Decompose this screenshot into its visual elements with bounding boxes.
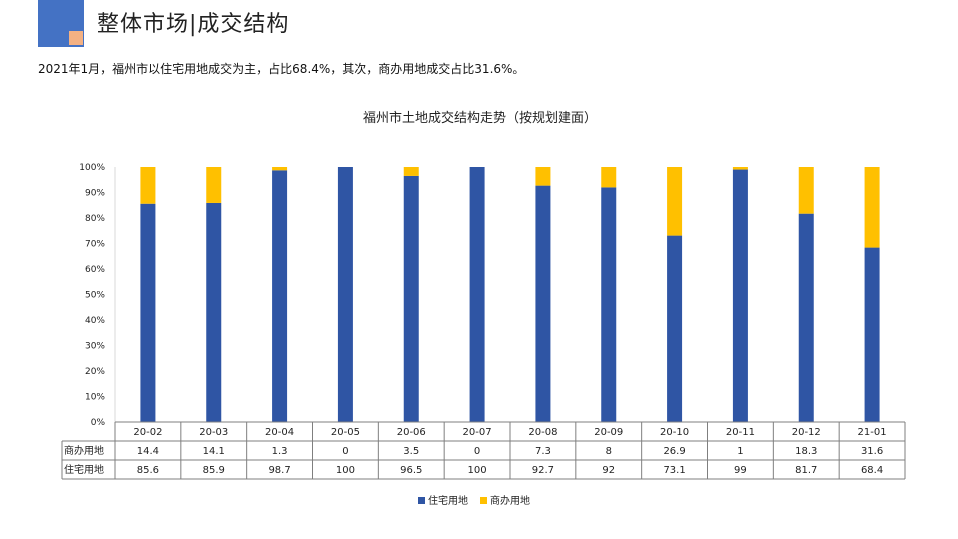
x-tick-label: 20-09	[594, 427, 623, 438]
bar-residential	[140, 203, 156, 422]
data-label: 7.3	[535, 446, 551, 457]
x-tick-label: 20-10	[660, 427, 689, 438]
data-label: 26.9	[663, 446, 685, 457]
x-tick-label: 20-05	[331, 427, 360, 438]
bar-residential	[206, 202, 222, 422]
legend-label: 住宅用地	[428, 494, 468, 507]
x-tick-label: 20-04	[265, 427, 294, 438]
summary-text: 2021年1月，福州市以住宅用地成交为主，占比68.4%，其次，商办用地成交占比…	[38, 62, 525, 76]
bar-residential	[732, 169, 748, 422]
bar-residential	[601, 187, 617, 422]
page-title: 整体市场|成交结构	[97, 12, 290, 37]
x-tick-label: 21-01	[858, 427, 887, 438]
bar-commercial	[667, 167, 683, 236]
data-label: 100	[336, 465, 355, 476]
data-label: 14.4	[137, 446, 159, 457]
bar-residential	[337, 167, 353, 422]
chart-title: 福州市土地成交结构走势（按规划建面）	[363, 110, 597, 126]
x-tick-label: 20-03	[199, 427, 228, 438]
data-label: 31.6	[861, 446, 883, 457]
bar-commercial	[403, 167, 419, 176]
bar-commercial	[798, 167, 814, 214]
bar-residential	[272, 170, 288, 422]
bar-residential	[798, 213, 814, 422]
legend-swatch	[418, 497, 425, 504]
y-tick-label: 60%	[85, 265, 105, 275]
data-label: 92	[602, 465, 615, 476]
y-tick-label: 90%	[85, 189, 105, 199]
y-tick-label: 30%	[85, 342, 105, 352]
data-label: 73.1	[663, 465, 685, 476]
bar-residential	[535, 185, 551, 422]
table-row-label: 住宅用地	[64, 463, 104, 476]
bar-commercial	[732, 167, 748, 170]
bar-residential	[667, 235, 683, 422]
y-tick-label: 80%	[85, 214, 105, 224]
x-tick-label: 20-06	[397, 427, 426, 438]
legend-label: 商办用地	[490, 494, 530, 507]
data-label: 99	[734, 465, 747, 476]
bar-commercial	[206, 167, 222, 203]
data-label: 68.4	[861, 465, 883, 476]
data-label: 1.3	[272, 446, 288, 457]
data-label: 8	[606, 446, 612, 457]
bar-commercial	[535, 167, 551, 186]
y-tick-label: 10%	[85, 393, 105, 403]
data-label: 85.9	[203, 465, 225, 476]
bar-residential	[469, 167, 485, 422]
y-tick-label: 50%	[85, 291, 105, 301]
bar-commercial	[272, 167, 288, 171]
bar-residential	[864, 247, 880, 422]
data-label: 1	[737, 446, 743, 457]
data-label: 100	[468, 465, 487, 476]
data-label: 92.7	[532, 465, 554, 476]
data-label: 81.7	[795, 465, 817, 476]
bar-commercial	[864, 167, 880, 248]
bar-commercial	[601, 167, 617, 188]
data-label: 85.6	[137, 465, 159, 476]
bar-residential	[403, 175, 419, 422]
legend-swatch	[480, 497, 487, 504]
y-tick-label: 70%	[85, 240, 105, 250]
logo-accent	[69, 31, 83, 45]
data-label: 0	[474, 446, 480, 457]
y-tick-label: 100%	[79, 163, 105, 173]
y-tick-label: 20%	[85, 367, 105, 377]
y-tick-label: 40%	[85, 316, 105, 326]
y-tick-label: 0%	[91, 418, 106, 428]
bar-commercial	[140, 167, 156, 204]
x-tick-label: 20-08	[528, 427, 557, 438]
data-label: 3.5	[403, 446, 419, 457]
x-tick-label: 20-07	[463, 427, 492, 438]
data-label: 0	[342, 446, 348, 457]
data-label: 96.5	[400, 465, 422, 476]
data-label: 98.7	[268, 465, 290, 476]
x-tick-label: 20-02	[133, 427, 162, 438]
data-label: 18.3	[795, 446, 817, 457]
data-label: 14.1	[203, 446, 225, 457]
table-row-label: 商办用地	[64, 444, 104, 457]
x-tick-label: 20-12	[792, 427, 821, 438]
x-tick-label: 20-11	[726, 427, 755, 438]
